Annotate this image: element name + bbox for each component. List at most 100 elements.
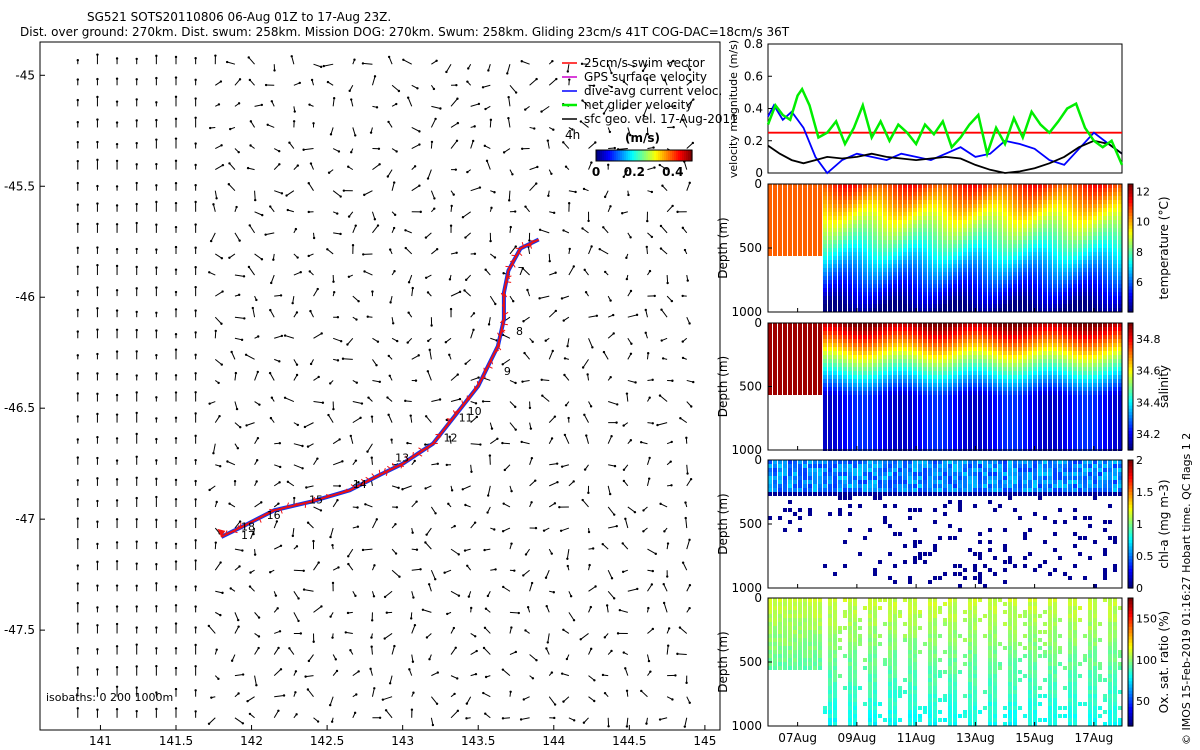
section-cell <box>1018 300 1022 304</box>
section-cell <box>1033 304 1037 308</box>
section-cell <box>1103 260 1107 264</box>
vector-arrow-head <box>610 649 613 653</box>
section-cell <box>838 188 842 192</box>
section-cell <box>1043 272 1047 276</box>
vector-arrow-head <box>684 501 687 504</box>
vector-arrow <box>293 612 299 622</box>
section-cell <box>853 240 857 244</box>
vector-arrow-head <box>502 272 505 275</box>
vector-arrow <box>619 609 628 613</box>
section-cell <box>1118 264 1122 268</box>
vector-arrow <box>508 97 511 107</box>
section-cell <box>933 192 937 196</box>
vector-arrow-head <box>530 501 533 504</box>
vector-arrow-head <box>230 659 234 662</box>
vector-arrow-head <box>194 517 197 520</box>
section-cell <box>908 304 912 308</box>
section-cell <box>828 323 832 327</box>
section-cell <box>853 339 857 343</box>
colorbar-cell <box>646 150 649 161</box>
swim-vector <box>494 349 500 354</box>
vector-arrow <box>332 190 341 197</box>
section-cell <box>823 260 827 264</box>
section-cell <box>838 184 842 188</box>
section-cell <box>858 268 862 272</box>
section-cell <box>858 423 862 427</box>
vector-arrow-head <box>395 102 398 106</box>
section-cell <box>858 224 862 228</box>
section-cell <box>1078 228 1082 232</box>
section-cell <box>863 224 867 228</box>
section-cell <box>818 323 822 327</box>
section-cell <box>1078 296 1082 300</box>
section-cell <box>853 431 857 435</box>
section-cell <box>873 232 877 236</box>
section-cell <box>963 216 967 220</box>
section-cell <box>1068 304 1072 308</box>
vector-arrow-head <box>641 69 645 73</box>
section-cell <box>833 220 837 224</box>
vector-arrow-head <box>369 131 373 134</box>
section-cell <box>833 347 837 351</box>
vector-arrow-head <box>241 549 244 552</box>
section-cell <box>803 363 807 367</box>
vector-arrow-head <box>283 396 287 399</box>
section-cell <box>823 383 827 387</box>
section-cell <box>938 260 942 264</box>
section-cell <box>1083 264 1087 268</box>
vector-arrow-head <box>410 617 413 620</box>
section-cell <box>868 240 872 244</box>
vector-arrow-head <box>115 518 119 521</box>
section-cell <box>798 355 802 359</box>
section-cell <box>853 371 857 375</box>
section-cell <box>828 268 832 272</box>
section-cell <box>1028 260 1032 264</box>
section-cell <box>998 224 1002 228</box>
section-cell <box>768 252 772 256</box>
section-cell <box>1073 212 1077 216</box>
section-cell <box>948 220 952 224</box>
colorbar-cell <box>1128 235 1133 239</box>
section-cell <box>1003 292 1007 296</box>
section-cell <box>933 304 937 308</box>
vector-arrow-head <box>583 268 586 272</box>
section-cell <box>828 403 832 407</box>
section-cell <box>993 252 997 256</box>
vector-arrow-head <box>115 499 119 502</box>
section-cell <box>848 431 852 435</box>
section-cell <box>1103 272 1107 276</box>
vector-arrow-head <box>629 352 633 355</box>
section-cell <box>1058 232 1062 236</box>
vector-field <box>76 53 695 728</box>
vector-arrow-head <box>412 596 415 599</box>
section-cell <box>1118 292 1122 296</box>
section-cell <box>778 220 782 224</box>
vector-arrow-head <box>355 693 358 696</box>
section-cell <box>1098 280 1102 284</box>
section-cell <box>958 252 962 256</box>
vector-arrow-head <box>135 98 138 101</box>
section-cell <box>928 268 932 272</box>
section-cell <box>1018 260 1022 264</box>
section-cell <box>913 300 917 304</box>
section-cell <box>1008 192 1012 196</box>
section-cell <box>788 216 792 220</box>
section-cell <box>1078 244 1082 248</box>
section-cell <box>833 308 837 312</box>
section-cell <box>1098 228 1102 232</box>
colorbar-cell <box>680 150 683 161</box>
vector-arrow-head <box>689 477 693 481</box>
vector-arrow-head <box>212 452 215 455</box>
section-cell <box>998 300 1002 304</box>
section-cell <box>913 200 917 204</box>
section-cell <box>853 224 857 228</box>
section-cell <box>1043 232 1047 236</box>
section-cell <box>918 200 922 204</box>
section-cell <box>983 284 987 288</box>
section-cell <box>1048 204 1052 208</box>
section-cell <box>798 387 802 391</box>
vector-arrow-head <box>347 562 350 566</box>
vector-arrow-head <box>419 568 422 571</box>
section-cell <box>918 216 922 220</box>
section-cell <box>1113 252 1117 256</box>
